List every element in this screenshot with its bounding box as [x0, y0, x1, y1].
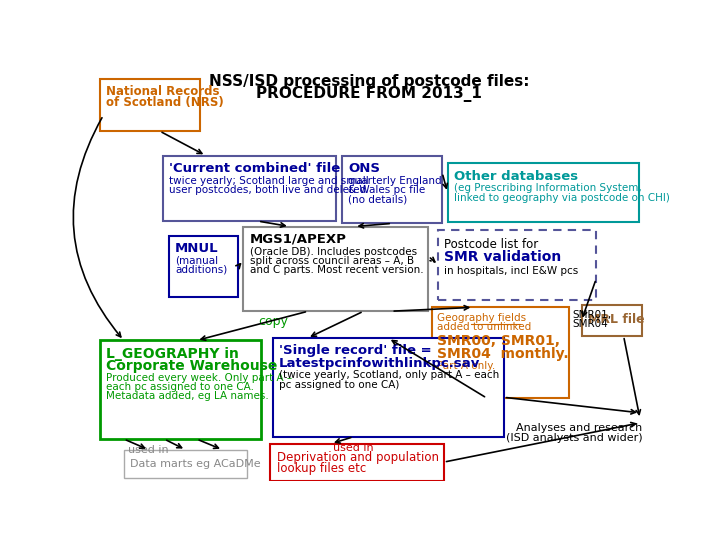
Text: Analyses and research: Analyses and research — [516, 423, 642, 433]
Bar — [448, 164, 639, 222]
Text: added to unlinked: added to unlinked — [437, 322, 531, 332]
Text: Metadata added, eg LA names.: Metadata added, eg LA names. — [106, 392, 269, 401]
Text: copy: copy — [258, 315, 288, 328]
Text: lookup files etc: lookup files etc — [276, 462, 366, 475]
Text: SMR04: SMR04 — [572, 319, 608, 329]
Bar — [438, 231, 596, 300]
Bar — [99, 79, 199, 131]
Text: SMR04  monthly.: SMR04 monthly. — [437, 347, 568, 361]
Text: Part A only.: Part A only. — [437, 361, 495, 372]
Bar — [342, 156, 442, 224]
Text: NSS/ISD processing of postcode files:: NSS/ISD processing of postcode files: — [209, 74, 529, 89]
Text: additions): additions) — [175, 265, 228, 275]
Text: (manual: (manual — [175, 256, 218, 266]
Text: (Oracle DB). Includes postcodes: (Oracle DB). Includes postcodes — [250, 247, 417, 256]
Text: and C parts. Most recent version.: and C parts. Most recent version. — [250, 265, 423, 275]
Text: (no details): (no details) — [348, 194, 408, 204]
Text: Corporate Warehouse: Corporate Warehouse — [106, 359, 277, 373]
Text: PROCEDURE FROM 2013_1: PROCEDURE FROM 2013_1 — [256, 85, 482, 102]
Bar — [432, 307, 570, 398]
Text: used in: used in — [333, 443, 374, 453]
Bar — [124, 450, 248, 477]
Bar — [273, 338, 504, 437]
Text: 'Current combined' file: 'Current combined' file — [168, 162, 340, 175]
Text: used in: used in — [127, 445, 168, 455]
Text: split across council areas – A, B: split across council areas – A, B — [250, 256, 414, 266]
Text: L_GEOGRAPHY in: L_GEOGRAPHY in — [106, 347, 238, 361]
Text: of Scotland (NRS): of Scotland (NRS) — [106, 96, 223, 109]
Text: Geography fields: Geography fields — [437, 313, 526, 323]
Text: pc assigned to one CA): pc assigned to one CA) — [279, 380, 400, 390]
Text: Produced every week. Only part A –: Produced every week. Only part A – — [106, 373, 292, 383]
Text: & Wales pc file: & Wales pc file — [348, 185, 426, 195]
Text: in hospitals, incl E&W pcs: in hospitals, incl E&W pcs — [444, 266, 579, 276]
Bar — [271, 444, 444, 481]
Text: twice yearly; Scotland large and small: twice yearly; Scotland large and small — [168, 176, 369, 186]
Bar — [163, 156, 336, 221]
Bar — [582, 305, 642, 336]
Text: MRL file: MRL file — [588, 313, 644, 326]
Text: ONS: ONS — [348, 162, 380, 175]
Bar — [168, 236, 238, 298]
Text: quarterly England: quarterly England — [348, 176, 442, 186]
Text: (twice yearly, Scotland, only part A – each: (twice yearly, Scotland, only part A – e… — [279, 370, 499, 381]
Text: Latestpcinfowithlinkpc.sav: Latestpcinfowithlinkpc.sav — [279, 356, 480, 369]
Text: SMR validation: SMR validation — [444, 251, 562, 265]
Text: MGS1/APEXP: MGS1/APEXP — [250, 233, 346, 246]
Text: Deprivation and population: Deprivation and population — [276, 451, 438, 464]
Text: Other databases: Other databases — [454, 170, 578, 183]
Text: each pc assigned to one CA.: each pc assigned to one CA. — [106, 382, 253, 392]
Text: MNUL: MNUL — [175, 242, 219, 255]
Text: 'Single record' file =: 'Single record' file = — [279, 345, 431, 357]
Text: Postcode list for: Postcode list for — [444, 238, 539, 251]
Text: SMR01,: SMR01, — [572, 309, 611, 320]
Text: user postcodes, both live and deleted: user postcodes, both live and deleted — [168, 185, 366, 195]
Text: linked to geography via postcode on CHI): linked to geography via postcode on CHI) — [454, 193, 670, 202]
Bar — [243, 226, 428, 311]
Bar — [99, 340, 261, 439]
Text: (eg Prescribing Information System,: (eg Prescribing Information System, — [454, 184, 642, 193]
Text: Data marts eg ACaDMe: Data marts eg ACaDMe — [130, 459, 261, 469]
Text: National Records: National Records — [106, 85, 219, 98]
Text: (ISD analysts and wider): (ISD analysts and wider) — [505, 433, 642, 443]
Text: SMR00, SMR01,: SMR00, SMR01, — [437, 334, 559, 348]
